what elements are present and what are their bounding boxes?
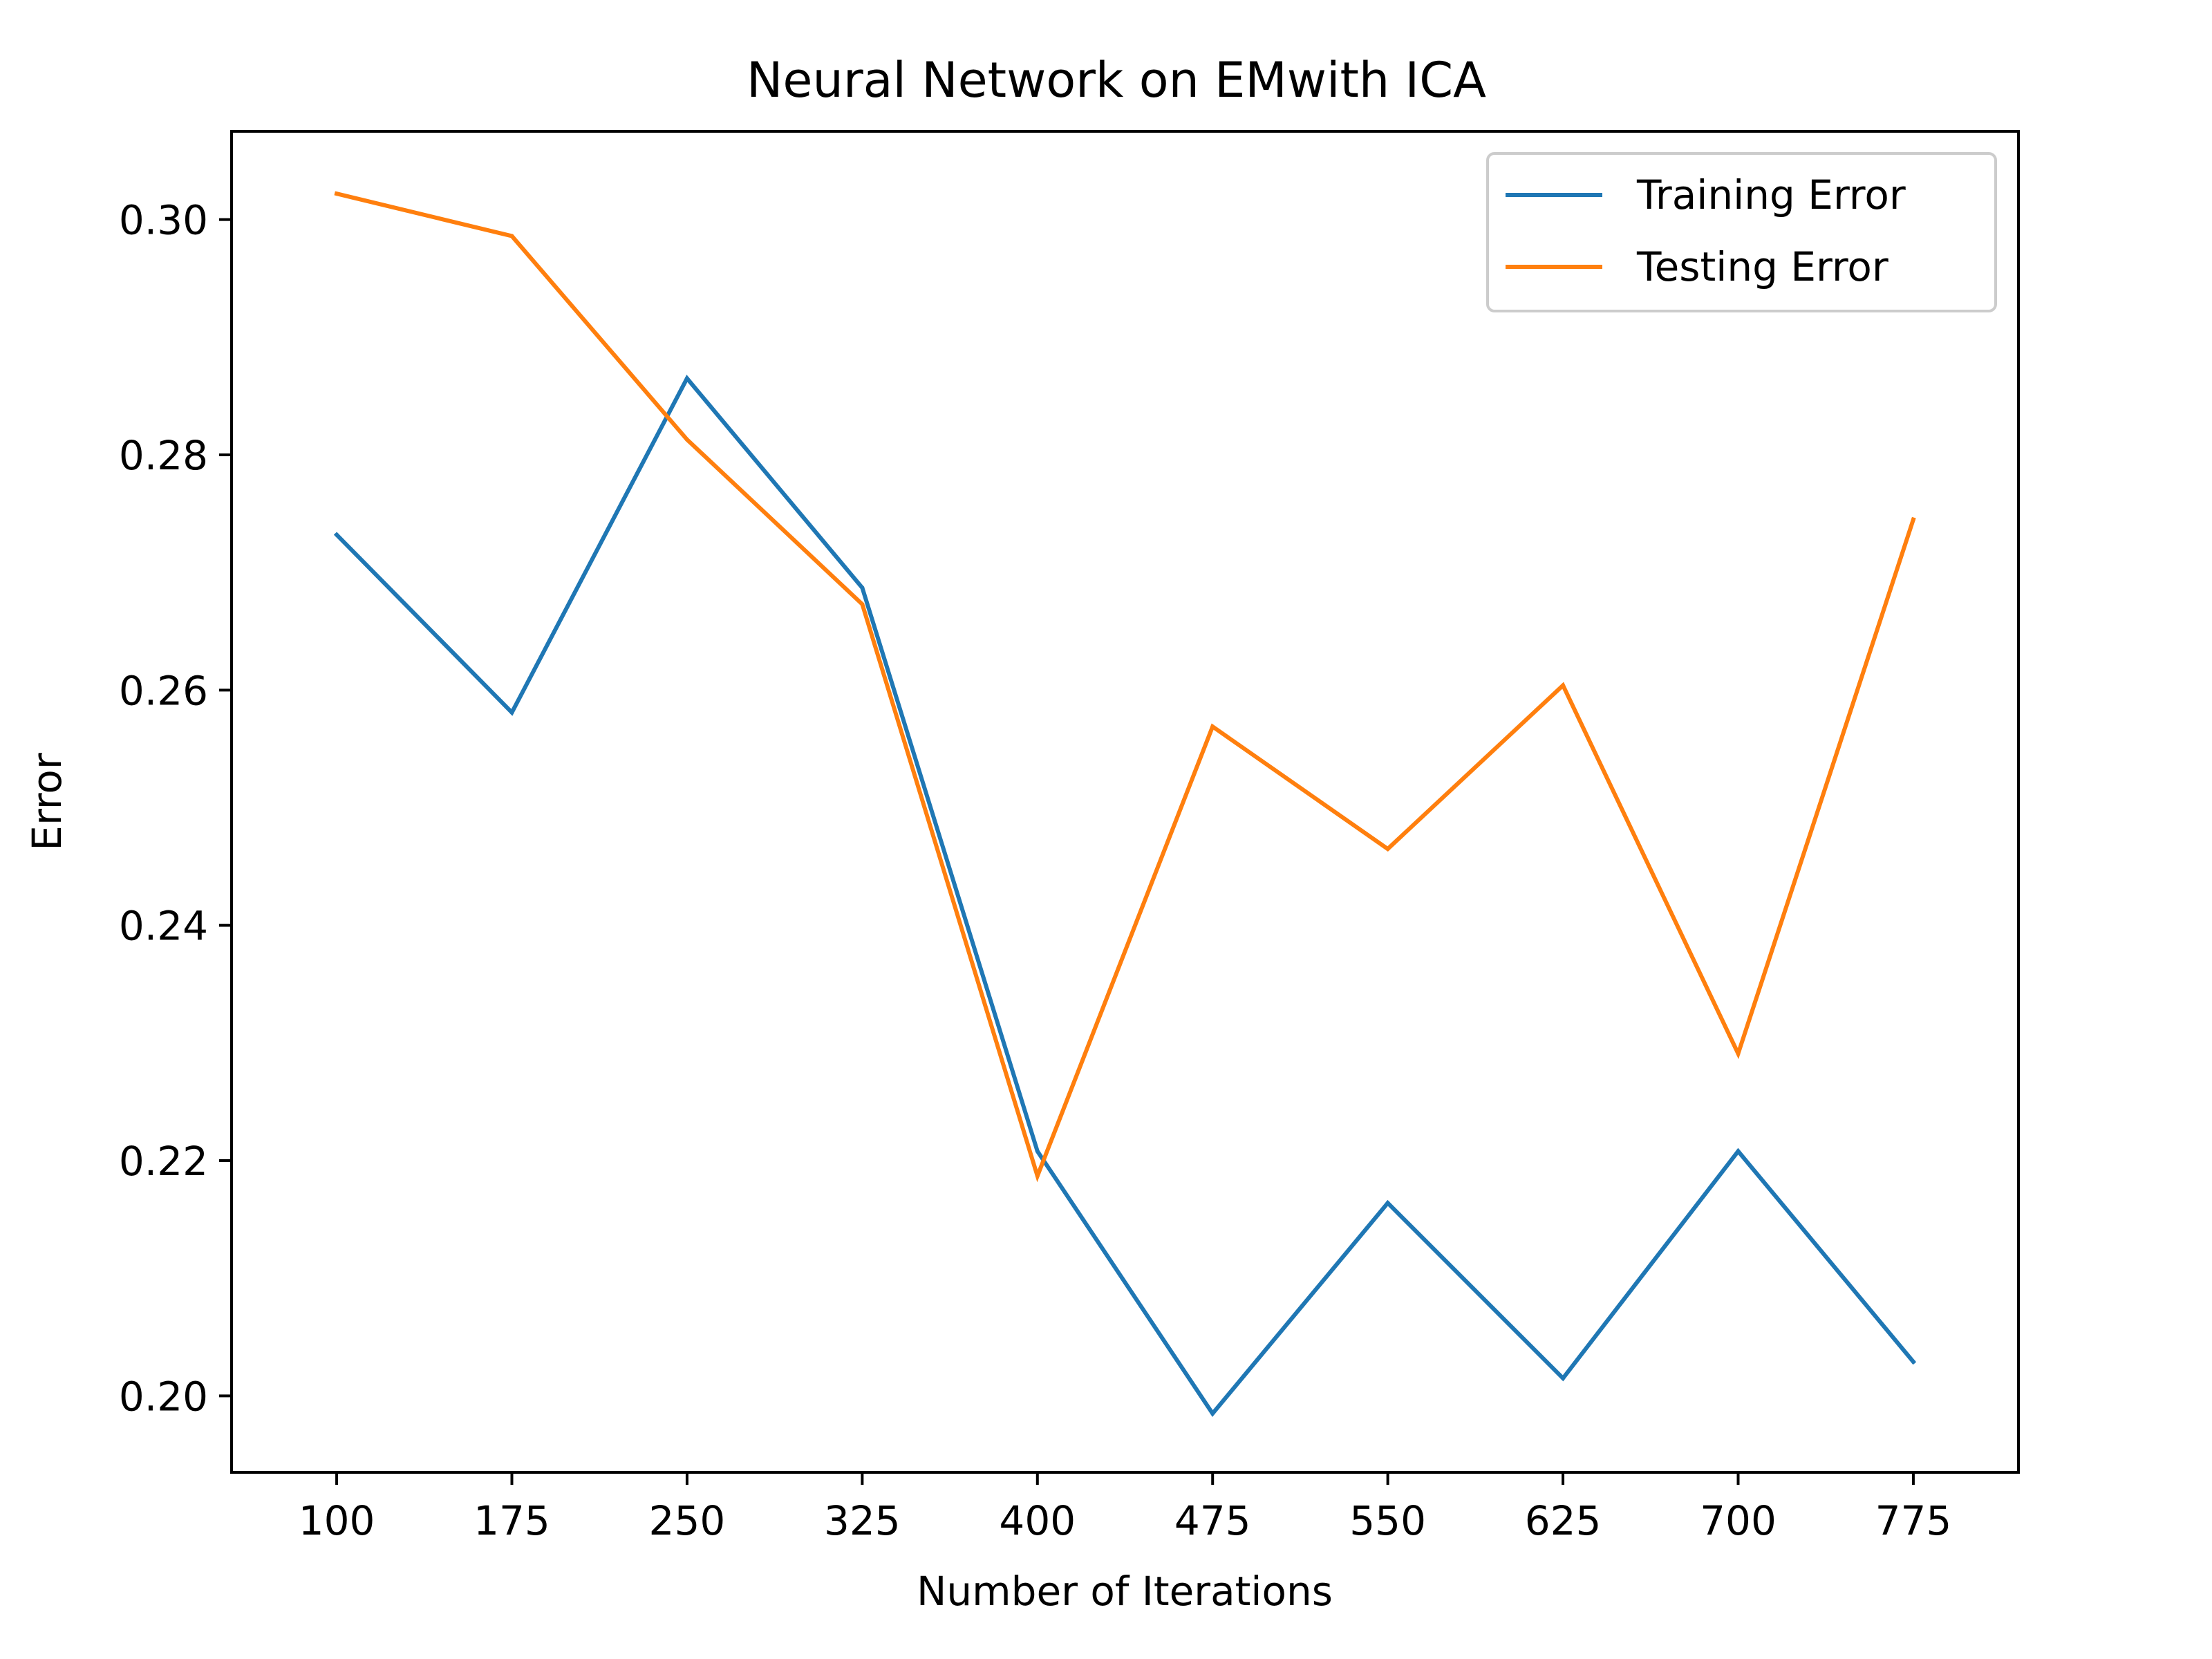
series-line-training-error [333, 375, 1917, 1417]
data-point-training-error-625 [1561, 1376, 1566, 1380]
x-tick-label-475: 475 [1174, 1497, 1251, 1544]
y-tick-label-0.30: 0.30 [119, 197, 208, 244]
data-point-training-error-100 [335, 532, 339, 537]
data-point-training-error-250 [684, 376, 689, 381]
x-tick-label-625: 625 [1525, 1497, 1602, 1544]
x-tick-label-700: 700 [1700, 1497, 1777, 1544]
data-point-training-error-325 [860, 585, 865, 590]
legend-label-training-error: Training Error [1636, 171, 1906, 218]
legend: Training Error Testing Error [1486, 152, 1997, 312]
series-line-testing-error [334, 191, 1916, 1183]
data-point-training-error-550 [1385, 1201, 1390, 1206]
x-tick-label-250: 250 [649, 1497, 726, 1544]
data-point-testing-error-775 [1911, 517, 1915, 522]
data-point-testing-error-175 [509, 234, 514, 238]
data-point-testing-error-250 [684, 437, 689, 442]
y-tick-label-0.28: 0.28 [119, 432, 208, 479]
data-point-training-error-775 [1911, 1360, 1915, 1364]
x-tick-label-400: 400 [999, 1497, 1076, 1544]
y-tick-label-0.22: 0.22 [119, 1138, 208, 1185]
data-point-testing-error-550 [1385, 847, 1390, 852]
x-axis: 100 175 250 325 400 475 550 625 700 775 [299, 1472, 1952, 1544]
x-tick-label-325: 325 [824, 1497, 901, 1544]
chart-title: Neural Network on EMwith ICA [747, 52, 1486, 109]
data-point-testing-error-325 [860, 602, 865, 607]
data-point-testing-error-400 [1035, 1174, 1040, 1179]
data-point-training-error-475 [1210, 1411, 1215, 1416]
data-point-training-error-400 [1035, 1149, 1040, 1154]
y-axis: 0.20 0.22 0.24 0.26 0.28 0.30 [119, 197, 232, 1420]
data-point-testing-error-700 [1736, 1051, 1741, 1056]
x-tick-label-100: 100 [299, 1497, 375, 1544]
data-point-training-error-700 [1736, 1149, 1741, 1154]
data-point-testing-error-100 [335, 191, 339, 196]
y-tick-label-0.20: 0.20 [119, 1373, 208, 1420]
legend-box [1486, 152, 1997, 312]
x-tick-label-775: 775 [1875, 1497, 1952, 1544]
data-point-testing-error-475 [1210, 724, 1215, 729]
x-tick-label-175: 175 [474, 1497, 550, 1544]
y-tick-label-0.24: 0.24 [119, 903, 208, 950]
plot-area [333, 191, 1917, 1417]
y-tick-label-0.26: 0.26 [119, 667, 208, 714]
x-axis-label: Number of Iterations [917, 1568, 1333, 1615]
y-axis-label: Error [24, 753, 71, 851]
x-tick-label-550: 550 [1349, 1497, 1426, 1544]
data-point-testing-error-625 [1561, 683, 1566, 688]
plot-frame [230, 130, 2020, 1474]
legend-label-testing-error: Testing Error [1636, 243, 1888, 290]
data-point-training-error-175 [509, 710, 514, 715]
